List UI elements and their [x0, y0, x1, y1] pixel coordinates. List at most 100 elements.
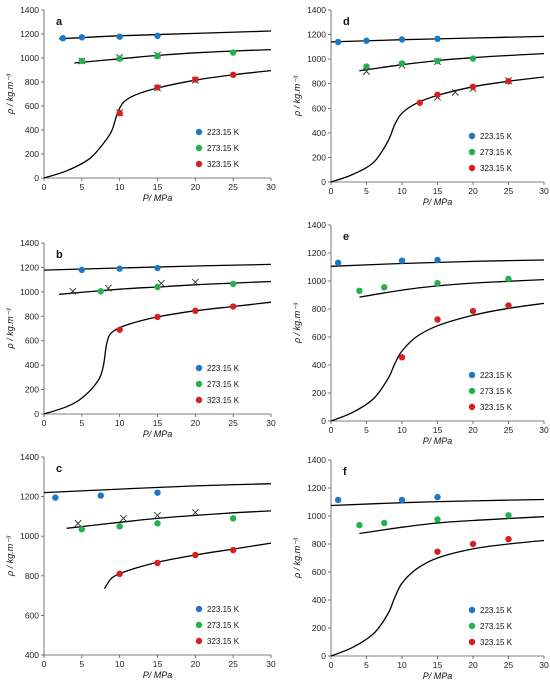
point-32315K	[505, 302, 512, 309]
x-tick-label: 25	[228, 182, 238, 192]
x-tick-label: 15	[153, 418, 163, 428]
cross-marker	[74, 519, 82, 527]
legend-label: 323.15 K	[207, 396, 240, 405]
x-tick-label: 30	[266, 418, 276, 428]
panel-letter: b	[56, 249, 63, 261]
x-tick-label: 30	[266, 182, 276, 192]
x-tick-label: 30	[539, 660, 549, 670]
x-tick-label: 10	[397, 186, 407, 196]
x-tick-label: 30	[539, 425, 549, 435]
point-22315K	[434, 256, 441, 264]
legend-label: 273.15 K	[480, 148, 513, 157]
point-27315K	[97, 288, 104, 295]
point-32315K	[192, 76, 199, 83]
y-tick-label: 800	[25, 571, 39, 581]
legend-label: 223.15 K	[480, 606, 513, 615]
point-32315K	[116, 570, 123, 578]
x-axis-label: P/ MPa	[143, 193, 173, 203]
legend: 223.15 K 273.15 K 323.15 K	[468, 606, 513, 647]
x-tick-label: 20	[191, 182, 201, 192]
point-22315K	[334, 38, 342, 46]
legend-label: 273.15 K	[480, 622, 513, 631]
cross-marker	[119, 514, 127, 522]
x-tick-label: 20	[468, 425, 478, 435]
x-tick-label: 10	[115, 182, 125, 192]
legend-label: 273.15 K	[480, 387, 513, 396]
point-32315K	[154, 84, 161, 91]
legend-swatch	[195, 364, 203, 372]
y-tick-label: 1400	[307, 220, 326, 230]
model-curve-1	[59, 280, 272, 295]
x-tick-label: 10	[115, 418, 125, 428]
y-axis-label: ρ / kg.m⁻³	[292, 75, 302, 117]
x-tick-label: 25	[228, 418, 238, 428]
legend-label: 323.15 K	[207, 637, 240, 646]
x-axis-label: P/ MPa	[143, 670, 173, 680]
y-tick-label: 400	[25, 650, 39, 660]
y-tick-label: 400	[25, 360, 39, 370]
legend-swatch	[468, 132, 476, 140]
point-22315K	[78, 34, 86, 41]
y-tick-label: 1200	[20, 262, 39, 272]
y-tick-label: 1200	[307, 483, 326, 493]
point-22315K	[97, 492, 104, 499]
cross-marker	[104, 284, 112, 292]
point-32315K	[229, 303, 237, 310]
y-tick-label: 400	[25, 125, 39, 135]
model-curve-1	[74, 48, 272, 64]
point-27315K	[381, 284, 388, 291]
y-tick-label: 800	[25, 77, 39, 87]
point-22315K	[434, 493, 441, 501]
legend: 223.15 K 273.15 K 323.15 K	[195, 605, 240, 646]
legend-label: 223.15 K	[207, 128, 240, 137]
point-27315K	[381, 519, 388, 527]
model-curve-1	[66, 510, 272, 529]
y-tick-label: 0	[34, 173, 39, 183]
y-tick-label: 1400	[307, 455, 326, 465]
legend-label: 223.15 K	[207, 605, 240, 614]
chart-panel-e: 0 200 400 600 800 1000 1200 1400 0 5 10 15 20 25 30 P/ …	[292, 220, 549, 446]
cross-marker	[191, 278, 199, 286]
chart-panel-b: 0 200 400 600 800 1000 1200 1400 0 5 10 15 20 25 30 P/ …	[5, 238, 276, 439]
model-curve-2	[330, 302, 545, 422]
point-27315K	[363, 63, 370, 70]
y-tick-label: 0	[321, 416, 326, 426]
x-tick-label: 15	[433, 186, 443, 196]
point-32315K	[229, 546, 237, 554]
point-22315K	[434, 35, 441, 43]
chart-panel-c: 400 600 800 1000 1200 1400 0 5 10 15 20 25 30 P/ MPa ρ…	[5, 452, 276, 680]
point-22315K	[78, 266, 86, 274]
point-22315K	[398, 257, 406, 264]
legend-swatch	[468, 164, 476, 172]
y-tick-label: 600	[312, 567, 326, 577]
legend-label: 323.15 K	[207, 160, 240, 169]
point-27315K	[434, 279, 441, 287]
panel-letter: a	[56, 16, 63, 28]
point-22315K	[154, 32, 161, 39]
point-27315K	[434, 516, 441, 523]
y-tick-label: 800	[312, 539, 326, 549]
x-tick-label: 20	[191, 418, 201, 428]
y-tick-label: 600	[25, 610, 39, 620]
point-22315K	[334, 259, 342, 266]
point-22315K	[334, 496, 342, 504]
model-curve-1	[359, 278, 545, 298]
y-tick-label: 200	[25, 385, 39, 395]
point-32315K	[416, 99, 423, 106]
x-tick-label: 20	[468, 186, 478, 196]
y-tick-label: 400	[312, 595, 326, 605]
legend-swatch	[195, 380, 203, 388]
legend-swatch	[468, 371, 476, 379]
y-axis-label: ρ / kg.m⁻³	[5, 535, 15, 577]
model-curve-1	[359, 52, 545, 72]
point-32315K	[154, 313, 161, 321]
y-axis-label: ρ / kg.m⁻³	[292, 302, 302, 344]
x-tick-label: 15	[153, 182, 163, 192]
x-tick-label: 0	[329, 186, 334, 196]
y-tick-label: 1000	[20, 53, 39, 63]
x-tick-label: 5	[364, 660, 369, 670]
point-22315K	[116, 33, 123, 40]
legend-label: 323.15 K	[480, 164, 513, 173]
y-tick-label: 1400	[307, 5, 326, 15]
legend-swatch	[468, 622, 476, 630]
